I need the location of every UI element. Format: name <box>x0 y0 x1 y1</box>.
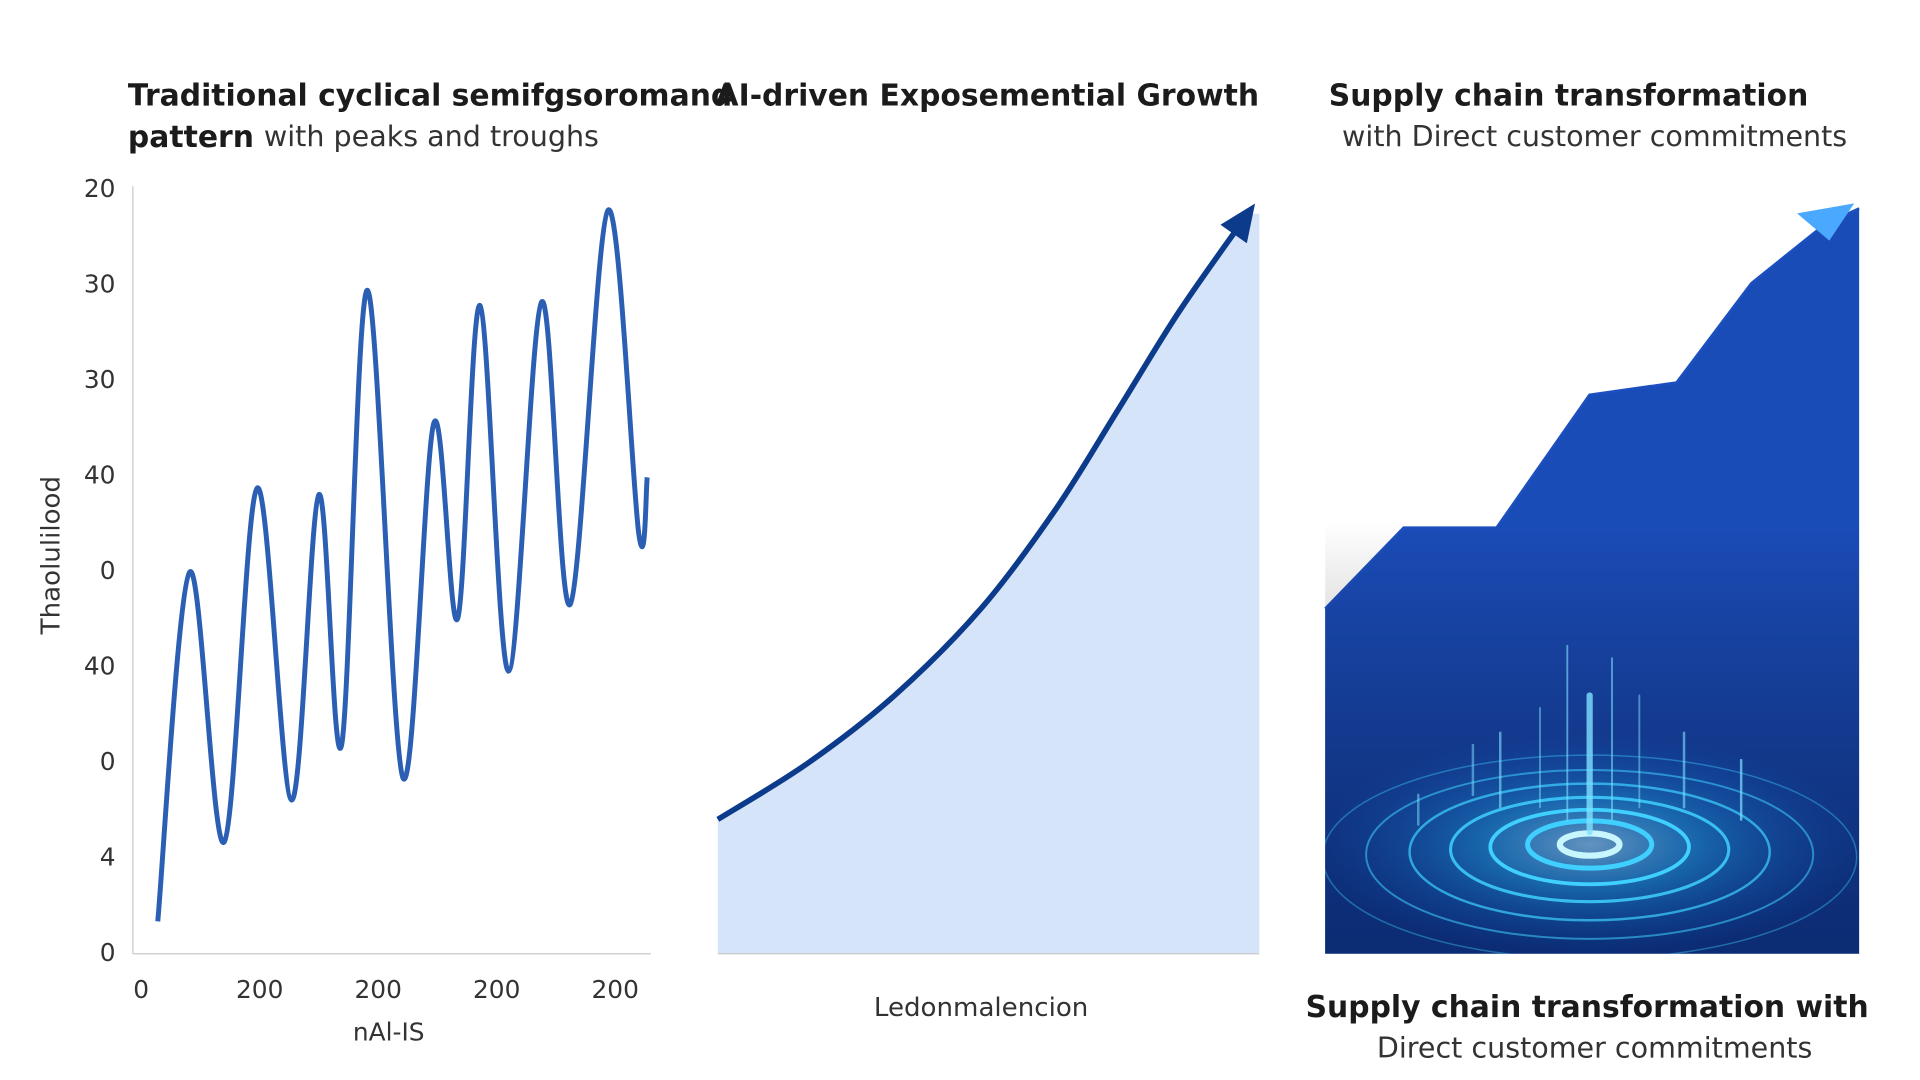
x-tick-label: 200 <box>236 975 283 1004</box>
chart-2 <box>716 203 1260 954</box>
y-tick-label: 40 <box>84 460 116 489</box>
caption-sub: Direct customer commitments <box>1377 1030 1812 1064</box>
x-tick-label: 0 <box>133 975 149 1004</box>
chart-title: pattern <box>128 119 254 154</box>
y-tick-label: 30 <box>84 365 116 394</box>
y-tick-label: 20 <box>84 174 116 203</box>
line <box>155 207 650 922</box>
area <box>717 213 1260 954</box>
chart-subtitle: with peaks and troughs <box>264 119 599 153</box>
arrowhead <box>1220 203 1256 244</box>
caption: Supply chain transformation with <box>1306 990 1869 1025</box>
chart-title: Traditional cyclical semifgsoromand <box>128 78 732 113</box>
glow-decoration <box>1325 521 1860 954</box>
x-tick-label: 200 <box>592 975 639 1004</box>
chart-subtitle: with Direct customer commitments <box>1342 119 1847 153</box>
chart-title: Supply chain transformation <box>1329 78 1809 113</box>
x-axis-label: nAl-IS <box>353 1017 425 1046</box>
chart-title-line: pattern with peaks and troughs <box>128 119 599 154</box>
x-tick-label: 200 <box>473 975 520 1004</box>
y-tick-label: 0 <box>100 938 116 967</box>
y-tick-label: 30 <box>84 270 116 299</box>
x-tick-label: 200 <box>355 975 402 1004</box>
y-tick-label: 4 <box>100 842 116 871</box>
y-tick-label: 0 <box>100 747 116 776</box>
y-tick-label: 40 <box>84 651 116 680</box>
line <box>716 212 1251 822</box>
y-tick-label: 0 <box>100 556 116 585</box>
x-axis-label: Ledonmalencion <box>874 993 1088 1023</box>
chart-title: AI-driven Exposemential Growth <box>716 78 1260 113</box>
light-streaks <box>1417 644 1743 836</box>
arrowhead <box>1797 203 1855 241</box>
y-axis-label: Thaolulilood <box>37 476 67 635</box>
